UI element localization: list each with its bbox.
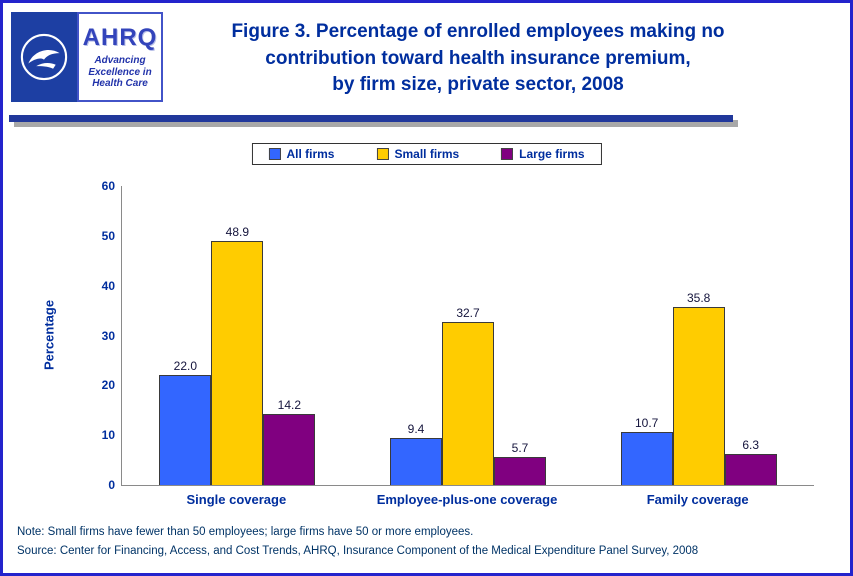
bar-value-label: 48.9 xyxy=(225,225,250,240)
category-label: Single coverage xyxy=(186,492,287,507)
bar-large-firms: 14.2 xyxy=(263,398,316,485)
y-tick-label: 30 xyxy=(101,328,115,343)
bar-value-label: 32.7 xyxy=(456,306,480,321)
legend-swatch xyxy=(268,148,281,160)
bar-value-label: 14.2 xyxy=(277,398,302,413)
bar-large-firms: 5.7 xyxy=(494,441,546,485)
legend-swatch xyxy=(376,148,389,160)
y-tick-label: 0 xyxy=(108,478,115,492)
category-label: Employee-plus-one coverage xyxy=(376,492,558,507)
bar-all-firms: 10.7 xyxy=(620,416,673,485)
legend-item: Small firms xyxy=(376,147,459,161)
bar-value-label: 5.7 xyxy=(511,440,529,455)
y-axis-title: Percentage xyxy=(41,299,57,371)
legend-label: All firms xyxy=(286,147,335,161)
bar-group: 22.0 48.9 14.2 xyxy=(122,186,353,485)
hhs-eagle-icon xyxy=(20,33,68,81)
title-divider-bar xyxy=(9,115,733,122)
title-line-1: Figure 3. Percentage of enrolled employe… xyxy=(231,21,725,42)
agency-logos: AHRQ Advancing Excellence in Health Care xyxy=(11,12,163,102)
legend-label: Large firms xyxy=(519,147,585,161)
bar-small-firms: 32.7 xyxy=(442,306,494,485)
bar-value-label: 6.3 xyxy=(742,437,760,452)
plot-area: 22.0 48.9 14.2 9.4 32.7 5.7 10.7 35.8 6.3 xyxy=(121,186,814,486)
hhs-logo xyxy=(11,12,77,102)
legend-item: Large firms xyxy=(501,147,585,161)
bar-small-firms: 35.8 xyxy=(672,291,725,485)
y-tick-label: 40 xyxy=(101,278,115,293)
ahrq-wordmark: AHRQ xyxy=(82,24,158,52)
bar-all-firms: 9.4 xyxy=(390,422,442,485)
bar-group: 10.7 35.8 6.3 xyxy=(583,186,814,485)
bar-small-firms: 48.9 xyxy=(211,225,264,485)
bar-value-label: 9.4 xyxy=(407,422,425,437)
bar-value-label: 10.7 xyxy=(634,415,659,430)
legend-swatch xyxy=(501,148,514,160)
bar-value-label: 22.0 xyxy=(173,359,198,374)
category-label: Family coverage xyxy=(646,492,749,507)
bar-all-firms: 22.0 xyxy=(159,359,212,485)
category-axis: Single coverage Employee-plus-one coverag… xyxy=(121,492,813,507)
note-text: Note: Small firms have fewer than 50 emp… xyxy=(17,526,474,538)
legend-item: All firms xyxy=(268,147,334,161)
y-tick-label: 20 xyxy=(101,378,115,393)
page-title: Figure 3. Percentage of enrolled employe… xyxy=(178,19,778,99)
y-tick-label: 60 xyxy=(101,179,115,193)
bar-large-firms: 6.3 xyxy=(724,438,777,485)
y-tick-label: 50 xyxy=(101,228,115,243)
source-text: Source: Center for Financing, Access, an… xyxy=(17,545,699,557)
y-tick-label: 10 xyxy=(101,428,115,443)
legend-label: Small firms xyxy=(394,147,460,161)
title-line-3: by firm size, private sector, 2008 xyxy=(332,74,624,96)
ahrq-logo: AHRQ Advancing Excellence in Health Care xyxy=(77,12,163,102)
chart-legend: All firms Small firms Large firms xyxy=(251,143,602,165)
y-axis-ticks: 0 10 20 30 40 50 60 xyxy=(75,179,115,492)
bar-group: 9.4 32.7 5.7 xyxy=(353,186,584,485)
bar-value-label: 35.8 xyxy=(686,290,711,305)
title-line-2: contribution toward health insurance pre… xyxy=(265,47,691,69)
ahrq-tagline: Advancing Excellence in Health Care xyxy=(88,55,152,90)
footnotes: Note: Small firms have fewer than 50 emp… xyxy=(17,526,837,564)
